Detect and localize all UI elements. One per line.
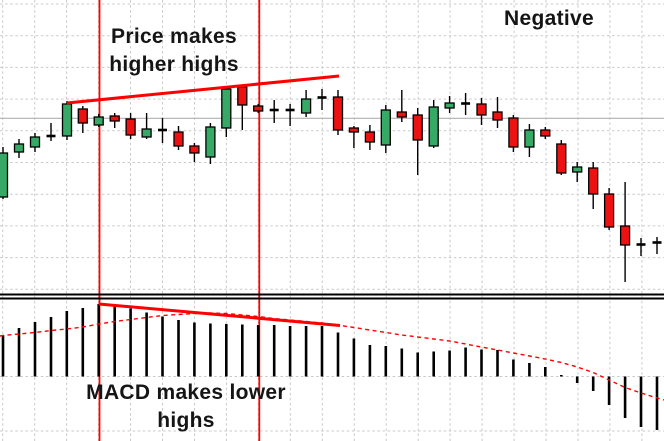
candle-body-down	[476, 103, 487, 116]
candle-body-down	[396, 111, 407, 118]
candle-body-down	[109, 115, 120, 122]
candle-body-down	[77, 108, 88, 124]
annotation-line: highs	[157, 409, 215, 432]
candle-body-down	[237, 86, 248, 106]
candle-body-up	[572, 166, 583, 173]
candle-body-up	[300, 98, 312, 114]
candle-body-down	[619, 225, 631, 246]
candle-body-up	[13, 143, 25, 153]
candle-body-down	[540, 129, 551, 137]
candle-body-down	[603, 193, 615, 228]
candle-body-up	[61, 103, 73, 137]
candle-body-up	[524, 129, 535, 148]
candle-body-down	[332, 96, 344, 131]
candle-body-up	[0, 152, 9, 198]
candle-body-down	[125, 118, 136, 136]
candle-body-up	[205, 126, 216, 158]
annotation-line: higher highs	[109, 53, 239, 76]
candle-body-up	[141, 128, 152, 138]
candle-body-up	[428, 106, 439, 147]
candle-body-down	[364, 131, 376, 143]
candle-body-down	[588, 167, 599, 195]
candle-body-up	[93, 116, 104, 126]
candle-body-up	[221, 88, 232, 129]
candle-body-down	[173, 131, 184, 147]
candle-body-down	[189, 145, 200, 154]
annotation-line: MACD makes lower	[86, 381, 286, 404]
macd-lower-highs-annotation: MACD makes lower highs	[86, 379, 286, 435]
candle-body-up	[380, 109, 391, 146]
candle-body-up	[29, 136, 41, 148]
macd-lower-highs-trendline	[98, 302, 341, 327]
candle-body-down	[508, 117, 519, 148]
candle-body-down	[253, 105, 264, 112]
candle-body-down	[412, 114, 423, 141]
candle-body-up	[444, 102, 455, 109]
candle-body-down	[492, 111, 503, 121]
candle-body-down	[556, 143, 567, 174]
price-higher-highs-annotation: Price makes higher highs	[109, 23, 239, 79]
negative-divergence-label: Negative	[504, 5, 594, 33]
candle-body-down	[348, 127, 360, 133]
annotation-line: Negative	[504, 7, 594, 30]
annotation-line: Price makes	[111, 25, 237, 48]
price-higher-highs-trendline	[66, 74, 340, 105]
